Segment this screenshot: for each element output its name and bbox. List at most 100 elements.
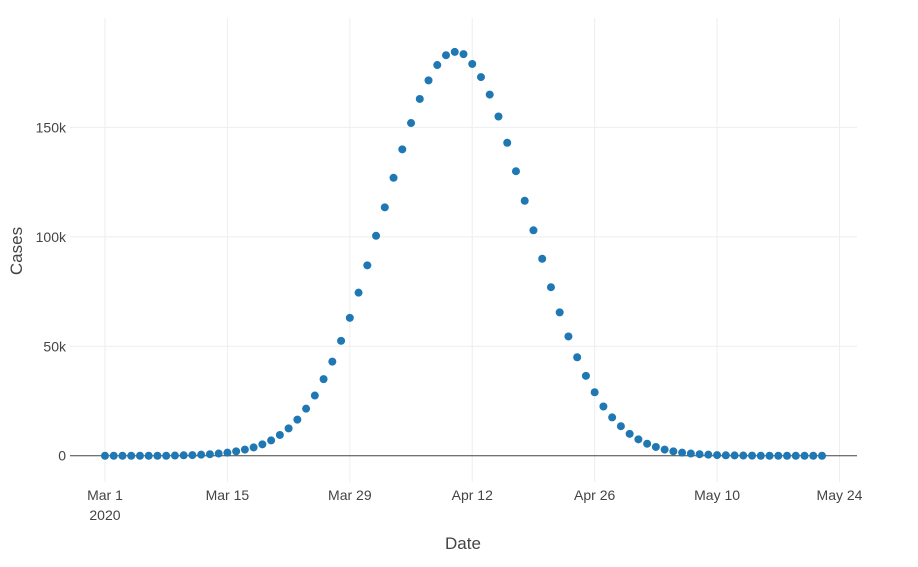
x-tick-labels: Mar 1 2020 Mar 15 Mar 29 Apr 12 Apr 26 May 10 M… [87, 487, 863, 523]
x-tick-label: Apr 12 [452, 487, 493, 503]
data-point [651, 442, 660, 451]
x-tick-label: May 10 [694, 487, 740, 503]
data-point [398, 145, 407, 154]
data-point [686, 449, 695, 458]
data-point [310, 391, 319, 400]
data-point [660, 445, 669, 454]
data-point [818, 451, 827, 460]
data-point [739, 451, 748, 460]
data-point [573, 353, 582, 362]
data-point [232, 447, 241, 456]
y-tick-label: 0 [58, 448, 66, 464]
data-point [442, 51, 451, 60]
data-point [214, 449, 223, 458]
data-point [433, 61, 442, 70]
x-tick-sublabel: 2020 [89, 507, 120, 523]
data-point [529, 226, 538, 235]
data-point [118, 451, 127, 460]
data-point [188, 451, 197, 460]
y-axis-title: Cases [7, 227, 26, 275]
y-tick-label: 50k [43, 338, 67, 354]
data-point [415, 94, 424, 103]
data-point [608, 413, 617, 422]
data-point [258, 440, 267, 449]
y-tick-labels: 0 50k 100k 150k [36, 119, 67, 463]
data-point [197, 450, 206, 459]
data-points [100, 47, 827, 460]
data-point [424, 76, 433, 85]
data-point [100, 451, 109, 460]
data-point [372, 231, 381, 240]
data-point [590, 388, 599, 397]
data-point [783, 451, 792, 460]
data-point [678, 448, 687, 457]
data-point [275, 430, 284, 439]
data-point [179, 451, 188, 460]
data-point [520, 196, 529, 205]
data-point [135, 451, 144, 460]
data-point [704, 450, 713, 459]
data-point [809, 451, 818, 460]
data-point [153, 451, 162, 460]
data-point [730, 451, 739, 460]
data-point [695, 450, 704, 459]
data-point [293, 415, 302, 424]
data-point [240, 445, 249, 454]
data-point [503, 138, 512, 147]
x-tick-label: Mar 15 [206, 487, 250, 503]
data-point [511, 167, 520, 176]
x-axis-title: Date [445, 534, 481, 553]
data-point [407, 119, 416, 128]
data-point [170, 451, 179, 460]
x-tick-label: Mar 29 [328, 487, 372, 503]
data-point [337, 336, 346, 345]
data-point [669, 447, 678, 456]
data-point [328, 357, 337, 366]
data-point [581, 371, 590, 380]
data-point [625, 429, 634, 438]
data-point [765, 451, 774, 460]
data-point [468, 59, 477, 68]
data-point [267, 436, 276, 445]
data-point [380, 203, 389, 212]
data-point [538, 254, 547, 263]
data-point [634, 435, 643, 444]
data-point [494, 112, 503, 121]
data-point [450, 47, 459, 56]
data-point [354, 288, 363, 297]
data-point [249, 443, 258, 452]
data-point [485, 90, 494, 99]
data-point [144, 451, 153, 460]
data-point [756, 451, 765, 460]
data-point [302, 404, 311, 413]
x-tick-label: Apr 26 [574, 487, 615, 503]
data-point [800, 451, 809, 460]
data-point [363, 261, 372, 270]
data-point [319, 375, 328, 384]
data-point [774, 451, 783, 460]
data-point [162, 451, 171, 460]
data-point [223, 448, 232, 457]
x-tick-label: May 24 [817, 487, 863, 503]
data-point [599, 402, 608, 411]
data-point [459, 50, 468, 59]
data-point [205, 450, 214, 459]
x-tick-label: Mar 1 [87, 487, 123, 503]
y-tick-label: 100k [36, 229, 67, 245]
data-point [616, 422, 625, 431]
data-point [791, 451, 800, 460]
y-tick-label: 150k [36, 119, 67, 135]
data-point [546, 283, 555, 292]
data-point [721, 451, 730, 460]
data-point [284, 424, 293, 433]
gridlines [70, 18, 857, 482]
data-point [345, 313, 354, 322]
data-point [109, 451, 118, 460]
data-point [389, 173, 398, 182]
data-point [643, 439, 652, 448]
data-point [555, 308, 564, 317]
data-point [713, 451, 722, 460]
data-point [127, 451, 136, 460]
